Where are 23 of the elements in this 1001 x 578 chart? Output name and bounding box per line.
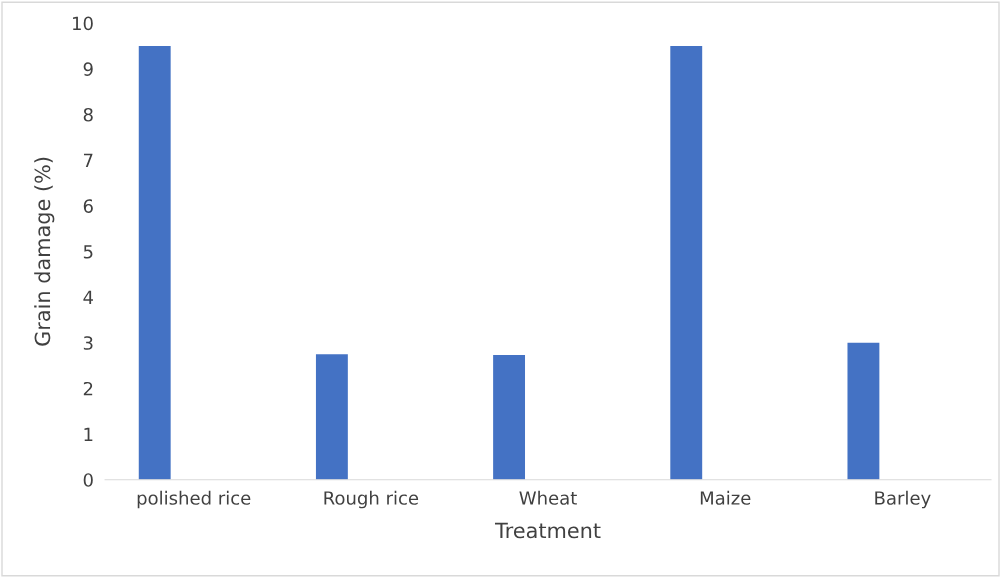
x-tick-label: Wheat [519, 490, 577, 505]
y-tick-label: 0 [83, 473, 93, 487]
y-tick-label: 9 [83, 62, 93, 76]
y-tick-label: 10 [73, 16, 93, 31]
x-tick-label: Maize [700, 490, 751, 505]
y-tick-label: 7 [83, 153, 93, 167]
y-tick-label: 2 [83, 381, 93, 396]
bar [670, 45, 703, 480]
bar [138, 45, 171, 480]
x-axis-title: Treatment [494, 522, 601, 539]
bar [847, 342, 880, 480]
y-tick-label: 6 [83, 199, 93, 213]
y-tick-label: 1 [84, 427, 93, 441]
bar [493, 355, 526, 480]
y-tick-label: 5 [83, 245, 93, 259]
bar [315, 354, 348, 480]
y-tick-label: 3 [83, 336, 93, 350]
y-axis-title: Grain damage (%) [34, 157, 55, 346]
y-tick-label: 8 [83, 107, 93, 122]
y-tick-label: 4 [83, 290, 93, 304]
x-tick-label: polished rice [137, 490, 251, 509]
x-tick-label: Rough rice [324, 490, 419, 509]
x-tick-label: Barley [875, 490, 931, 509]
